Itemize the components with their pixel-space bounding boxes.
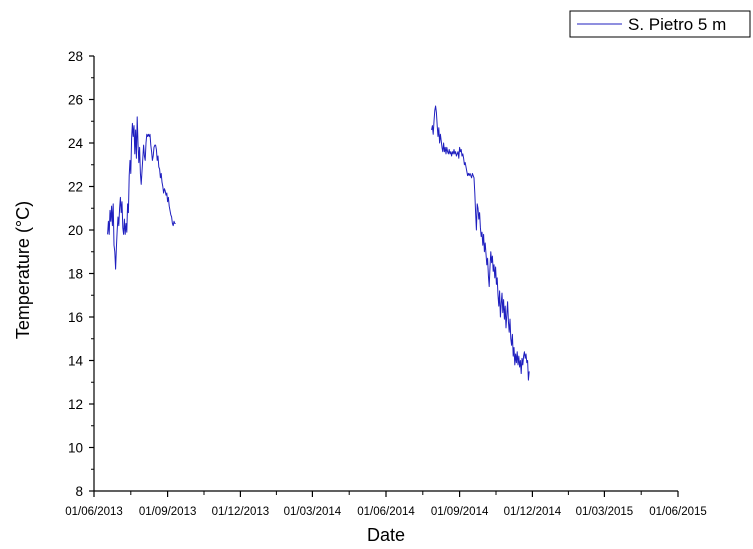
series-line-s-pietro-5-m (107, 116, 176, 270)
x-axis-ticks: 01/06/2013 01/09/2013 01/12/2013 01/03/2014… (65, 491, 707, 518)
y-tick-label: 16 (68, 310, 83, 325)
series-layer (107, 105, 530, 381)
axes (93, 56, 678, 492)
x-tick-label: 01/06/2013 (65, 506, 123, 518)
x-tick-label: 01/09/2013 (139, 506, 197, 518)
y-tick-label: 22 (68, 180, 83, 195)
x-tick-label: 01/03/2014 (284, 506, 342, 518)
y-tick-label: 10 (68, 441, 83, 456)
x-tick-label: 01/12/2014 (504, 506, 562, 518)
y-tick-label: 24 (68, 136, 84, 151)
y-tick-label: 26 (68, 93, 83, 108)
x-tick-label: 01/03/2015 (576, 506, 634, 518)
x-tick-label: 01/12/2013 (212, 506, 270, 518)
y-tick-label: 18 (68, 267, 83, 282)
y-axis-title: Temperature (°C) (13, 201, 33, 339)
y-tick-label: 20 (68, 223, 83, 238)
y-tick-label: 28 (68, 49, 83, 64)
series-line-s-pietro-5-m (431, 105, 530, 381)
y-tick-label: 12 (68, 397, 83, 412)
y-axis-ticks: 8 10 12 14 16 18 20 22 24 26 28 (68, 49, 94, 499)
y-tick-label: 14 (68, 354, 84, 369)
x-tick-label: 01/09/2014 (431, 506, 489, 518)
x-tick-label: 01/06/2014 (357, 506, 415, 518)
legend: S. Pietro 5 m (569, 10, 751, 38)
y-tick-label: 8 (75, 484, 83, 499)
x-tick-label: 01/06/2015 (649, 506, 707, 518)
x-axis-title: Date (367, 525, 405, 545)
legend-label-s-pietro-5m: S. Pietro 5 m (628, 15, 726, 34)
